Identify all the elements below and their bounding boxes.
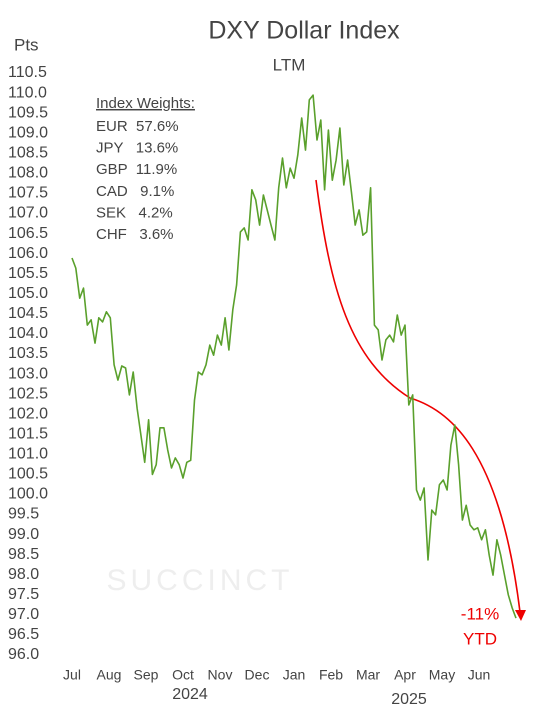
y-tick-label: 102.5 xyxy=(8,385,48,402)
y-tick-label: 106.5 xyxy=(8,225,48,242)
chart-subtitle: LTM xyxy=(273,55,306,74)
y-tick-label: 108.5 xyxy=(8,144,48,161)
year-label: 2025 xyxy=(391,691,427,708)
x-tick-label: May xyxy=(429,667,455,683)
y-tick-label: 101.5 xyxy=(8,425,48,442)
y-tick-label: 97.0 xyxy=(8,606,39,623)
annotation-curve xyxy=(315,179,521,613)
legend-title: Index Weights: xyxy=(96,95,195,112)
y-tick-label: 102.0 xyxy=(8,405,48,422)
y-tick-label: 96.0 xyxy=(8,646,39,663)
data-line xyxy=(71,94,517,619)
annotation-arrow xyxy=(515,610,526,621)
y-tick-label: 107.5 xyxy=(8,185,48,202)
y-tick-label: 100.5 xyxy=(8,466,48,483)
x-tick-label: Jul xyxy=(63,667,81,683)
legend-item: EUR 57.6% xyxy=(96,118,179,135)
y-tick-label: 105.5 xyxy=(8,265,48,282)
y-tick-label: 99.5 xyxy=(8,506,39,523)
y-tick-label: 97.5 xyxy=(8,586,39,603)
year-label: 2024 xyxy=(172,686,208,703)
y-tick-label: 107.0 xyxy=(8,205,48,222)
y-tick-label: 105.0 xyxy=(8,285,48,302)
y-tick-label: 96.5 xyxy=(8,626,39,643)
annotation-value: -11% xyxy=(461,604,499,623)
legend-item: CHF 3.6% xyxy=(96,226,174,243)
y-tick-label: 98.0 xyxy=(8,566,39,583)
y-tick-label: 109.5 xyxy=(8,104,48,121)
x-tick-label: Dec xyxy=(245,667,270,683)
y-tick-label: 100.0 xyxy=(8,486,48,503)
y-tick-label: 108.0 xyxy=(8,165,48,182)
x-tick-label: Mar xyxy=(356,667,380,683)
x-tick-label: Jun xyxy=(468,667,491,683)
x-tick-label: Sep xyxy=(134,667,159,683)
annotation-period: YTD xyxy=(463,629,497,648)
x-tick-label: Jan xyxy=(283,667,306,683)
y-tick-label: 109.0 xyxy=(8,124,48,141)
y-tick-label: 103.5 xyxy=(8,345,48,362)
y-axis-label: Pts xyxy=(14,35,39,54)
y-tick-label: 103.0 xyxy=(8,365,48,382)
x-tick-label: Aug xyxy=(97,667,122,683)
y-tick-label: 101.0 xyxy=(8,446,48,463)
legend-item: SEK 4.2% xyxy=(96,204,173,221)
y-tick-label: 104.5 xyxy=(8,305,48,322)
legend-item: GBP 11.9% xyxy=(96,161,177,178)
chart-title: DXY Dollar Index xyxy=(208,17,400,45)
y-tick-label: 106.0 xyxy=(8,245,48,262)
y-tick-label: 110.0 xyxy=(8,84,47,101)
legend-item: JPY 13.6% xyxy=(96,140,178,157)
watermark: SUCCINCT xyxy=(107,564,294,597)
legend-item: CAD 9.1% xyxy=(96,183,174,200)
x-tick-label: Oct xyxy=(172,667,194,683)
y-tick-label: 99.0 xyxy=(8,526,39,543)
y-tick-label: 104.0 xyxy=(8,325,48,342)
x-tick-label: Nov xyxy=(208,667,233,683)
x-tick-label: Feb xyxy=(319,667,343,683)
y-tick-label: 110.5 xyxy=(8,64,47,81)
x-tick-label: Apr xyxy=(394,667,416,683)
y-tick-label: 98.5 xyxy=(8,546,39,563)
